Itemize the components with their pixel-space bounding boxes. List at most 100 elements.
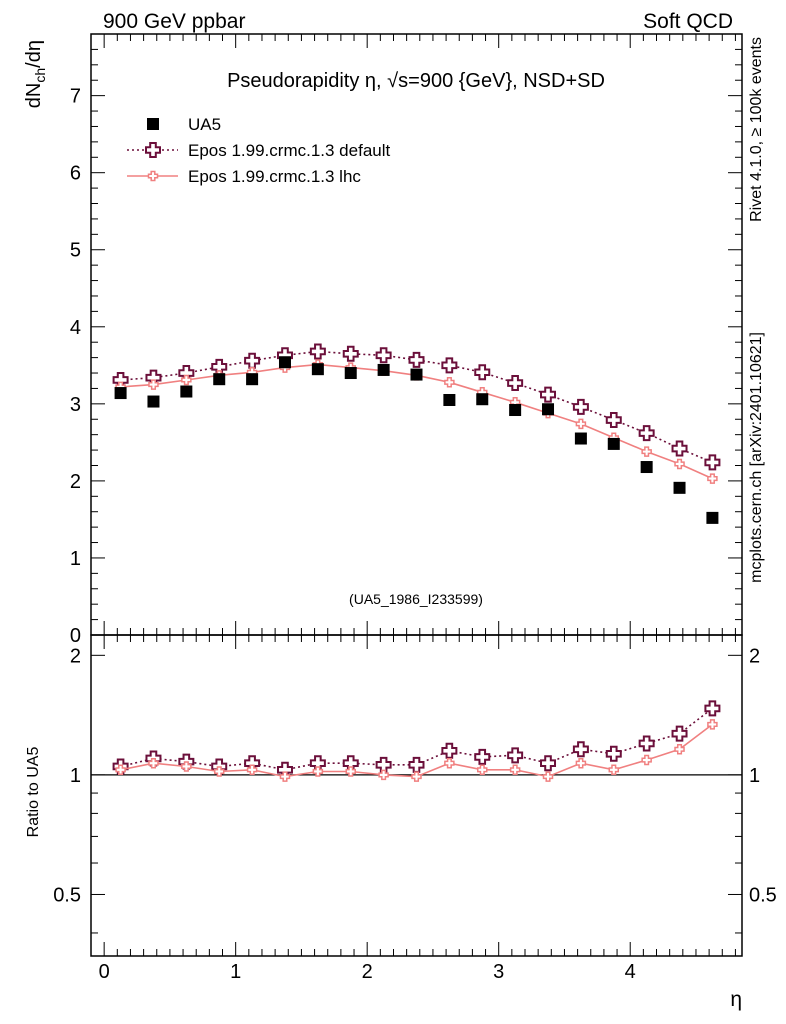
ratio-default-series-point — [540, 755, 557, 772]
ua5-data-point — [246, 373, 259, 386]
main-y-tick-label: 6 — [70, 163, 81, 185]
ua5-data-point — [640, 461, 653, 474]
legend-lhc-marker — [147, 170, 159, 182]
ratio-default-series-point — [704, 700, 721, 717]
ratio-lhc-series-point — [345, 766, 356, 777]
default-series-point — [408, 351, 425, 368]
main-axis-ticks — [91, 34, 742, 636]
ratio-y-tick-labels: 0.5 0.5 1 1 2 2 — [53, 645, 777, 906]
legend-label: Epos 1.99.crmc.1.3 lhc — [188, 167, 361, 186]
ratio-default-series-point — [474, 748, 491, 765]
ratio-lhc-series-point — [707, 719, 718, 730]
ratio-lhc-series-point — [378, 769, 389, 781]
ratio-default-series-point — [671, 725, 688, 742]
default-series-point — [342, 345, 359, 362]
ratio-lhc-series-point — [213, 766, 225, 777]
x-tick-label: 3 — [493, 961, 504, 983]
lhc-series-point — [148, 379, 159, 390]
main-plot-panel: 0 1 2 3 4 5 6 7 Pseudorapidity η, √s=900 {GeV},… — [23, 33, 743, 647]
lhc-series-point — [707, 473, 718, 484]
ratio-lhc-series-point — [509, 764, 521, 776]
header-right: Soft QCD — [643, 10, 733, 33]
ratio-lhc-series-point — [246, 764, 258, 776]
ratio-lhc-series-point — [411, 771, 422, 782]
ratio-default-series-point — [638, 735, 655, 752]
lhc-series-point — [181, 374, 192, 386]
ratio-y-tick-label-right: 1 — [749, 765, 760, 787]
lhc-series-line — [120, 363, 713, 480]
ratio-lhc-series-point — [477, 764, 488, 776]
legend-label: Epos 1.99.crmc.1.3 default — [188, 141, 391, 160]
default-series-point — [507, 375, 524, 392]
ratio-axis-ticks — [91, 635, 742, 956]
x-tick-label: 4 — [625, 961, 636, 983]
ratio-lhc-series-point — [674, 744, 685, 755]
x-tick-label: 2 — [362, 961, 373, 983]
ratio-y-tick-label: 1 — [70, 765, 81, 787]
default-series-point — [572, 398, 589, 415]
default-series-point — [605, 412, 622, 429]
ratio-y-tick-label-right: 0.5 — [749, 884, 777, 906]
legend: UA5 Epos 1.99.crmc.1.3 default Epos 1.99.c… — [127, 115, 391, 186]
ua5-data-point — [443, 393, 456, 406]
ua5-data-point — [377, 363, 390, 376]
ua5-data-point — [344, 367, 357, 380]
ratio-lhc-series-point — [575, 757, 587, 769]
side-label-rivet: Rivet 4.1.0, ≥ 100k events — [748, 37, 765, 222]
default-series-line — [120, 350, 713, 464]
ratio-y-tick-label-right: 2 — [749, 645, 760, 667]
ua5-data-point — [706, 511, 719, 524]
default-series-point — [704, 454, 721, 471]
ratio-default-series-point — [375, 756, 392, 773]
ratio-lhc-series-point — [641, 754, 652, 766]
default-series-point — [540, 386, 557, 403]
ua5-data-point — [114, 387, 127, 400]
ua5-data-point — [410, 368, 423, 381]
main-y-tick-label: 2 — [70, 471, 81, 493]
x-tick-label: 0 — [99, 961, 110, 983]
ratio-lhc-series-point — [312, 766, 324, 777]
lhc-series-point — [444, 377, 455, 388]
ratio-default-series-point — [408, 756, 425, 773]
ratio-lhc-series-point — [608, 764, 620, 776]
x-axis-label: η — [730, 988, 742, 1011]
ratio-lhc-series-point — [279, 771, 291, 782]
ratio-y-tick-label: 0.5 — [53, 884, 81, 906]
ua5-data-point — [607, 437, 620, 450]
ratio-default-series-point — [572, 741, 589, 758]
default-series-point — [375, 347, 392, 364]
lhc-series-point — [674, 458, 685, 470]
ratio-lhc-series-point — [181, 761, 192, 772]
default-series-point — [638, 425, 655, 442]
default-series-point — [441, 357, 458, 374]
ua5-data-point — [509, 404, 522, 417]
ratio-default-series-point — [507, 747, 524, 764]
main-y-axis-label: dNch/dη — [23, 40, 48, 108]
default-series-point — [474, 364, 491, 381]
main-y-tick-label: 3 — [70, 394, 81, 416]
ua5-data-point — [542, 403, 555, 416]
x-tick-label: 1 — [230, 961, 241, 983]
ua5-data-point — [278, 356, 291, 369]
lhc-series-point — [575, 418, 587, 430]
ylabel-part-deta: /dη — [23, 40, 45, 68]
ratio-y-axis-label: Ratio to UA5 — [25, 747, 42, 838]
main-y-tick-label: 4 — [70, 317, 81, 339]
ua5-data-point — [180, 385, 193, 398]
ratio-frame — [90, 634, 743, 957]
lhc-series-point — [641, 446, 652, 457]
ratio-lhc-series-point — [542, 771, 554, 782]
ua5-data-point — [147, 395, 160, 408]
side-label-mcplots: mcplots.cern.ch [arXiv:2401.10621] — [748, 332, 765, 583]
ua5-data-point — [311, 363, 324, 376]
ratio-default-series-point — [605, 745, 622, 762]
ratio-plot-panel: 0.5 0.5 1 1 2 2 0 1 2 3 4 Ratio to UA5 η — [25, 634, 777, 1011]
ratio-lhc-series-point — [148, 757, 159, 769]
main-y-tick-label: 7 — [70, 86, 81, 108]
header-left: 900 GeV ppbar — [103, 10, 245, 33]
chart-title: Pseudorapidity η, √s=900 {GeV}, NSD+SD — [227, 70, 605, 92]
analysis-watermark: (UA5_1986_I233599) — [349, 591, 483, 607]
ratio-lhc-series-point — [115, 764, 126, 776]
ua5-data-point — [574, 432, 587, 445]
